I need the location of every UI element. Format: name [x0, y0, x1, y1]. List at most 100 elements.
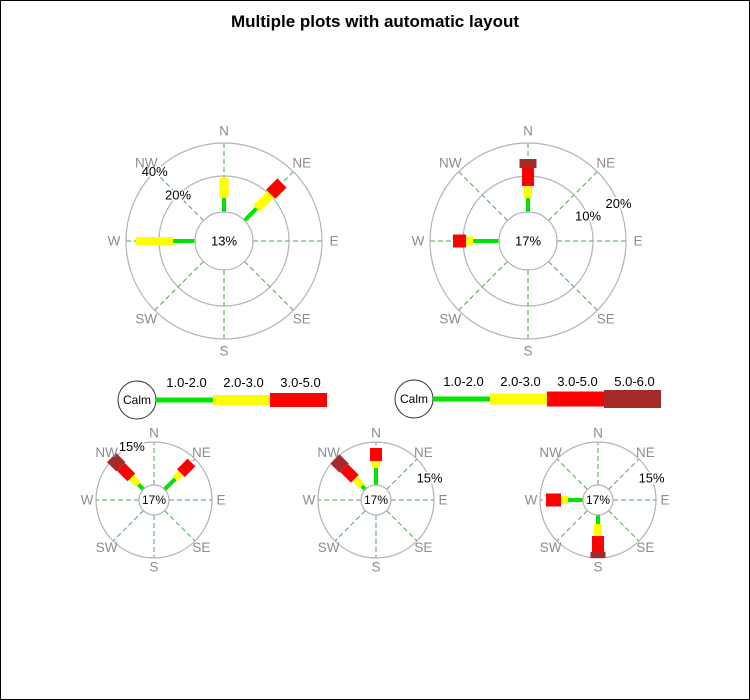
- direction-label-SW: SW: [96, 540, 118, 555]
- calm-legend-label: Calm: [400, 392, 428, 406]
- direction-label-W: W: [525, 493, 538, 508]
- spoke-dashed-line-NE: [608, 458, 640, 490]
- direction-label-E: E: [660, 493, 669, 508]
- percent-ring: [95, 441, 213, 559]
- calm-circle: [138, 484, 170, 516]
- legend-left: Calm 1.0-2.0 2.0-3.0 3.0-5.0: [117, 375, 327, 420]
- spoke-bar-W-yellow: [561, 496, 568, 504]
- calm-circle: [194, 211, 254, 271]
- calm-circle: [360, 484, 392, 516]
- spoke-bar-NE-red: [266, 178, 287, 199]
- legend-bin-label: 1.0-2.0: [443, 374, 483, 389]
- direction-label-NW: NW: [439, 156, 462, 171]
- legend-bin-label: 2.0-3.0: [223, 375, 263, 390]
- spoke-dashed-line-NW: [458, 171, 508, 221]
- direction-label-NW: NW: [135, 156, 158, 171]
- spoke-bar-NW-red: [116, 462, 136, 482]
- legend-bar-yellow: [213, 395, 270, 405]
- direction-label-S: S: [523, 344, 532, 359]
- direction-label-NE: NE: [292, 156, 311, 171]
- calm-percent-label: 17%: [515, 234, 541, 249]
- spoke-bar-S-brown: [590, 552, 606, 558]
- figure-title: Multiple plots with automatic layout: [230, 12, 520, 31]
- direction-label-SE: SE: [597, 311, 615, 326]
- spoke-bar-NW-red: [340, 464, 359, 483]
- spoke-dashed-line-NW: [556, 458, 588, 490]
- spoke-bar-NE-green: [163, 477, 177, 491]
- direction-label-SW: SW: [439, 311, 461, 326]
- spoke-bar-N-yellow: [524, 186, 532, 198]
- spoke-bar-W-red: [453, 234, 466, 248]
- spoke-bar-W-yellow: [466, 236, 473, 246]
- direction-label-NE: NE: [636, 445, 655, 460]
- wind-rose-top-left: 13% 20% 40% N NE E SE S SW W NW: [108, 124, 339, 359]
- calm-legend-label: Calm: [123, 393, 151, 407]
- percent-ring: [429, 142, 627, 340]
- direction-label-SW: SW: [540, 540, 562, 555]
- direction-label-SE: SE: [192, 540, 210, 555]
- spoke-bar-S-yellow: [594, 524, 602, 536]
- direction-label-W: W: [303, 493, 316, 508]
- direction-label-NE: NE: [192, 445, 211, 460]
- legend-bin-label: 2.0-3.0: [500, 374, 540, 389]
- spoke-bar-NE-yellow: [172, 470, 184, 482]
- legend-bin-label: 3.0-5.0: [280, 375, 320, 390]
- spoke-bar-W-green: [473, 239, 499, 243]
- direction-label-S: S: [149, 560, 158, 575]
- legend-right: Calm 1.0-2.0 2.0-3.0 3.0-5.0 5.0-6.0: [394, 374, 661, 419]
- ring-percent-label: 10%: [575, 209, 601, 224]
- direction-label-W: W: [81, 493, 94, 508]
- spoke-dashed-line-NE: [548, 171, 598, 221]
- spoke-dashed-line-NE: [386, 458, 418, 490]
- ring-percent-label: 20%: [606, 196, 632, 211]
- spoke-dashed-line-SW: [154, 261, 204, 311]
- spoke-bar-N-green: [526, 198, 530, 212]
- calm-percent-label: 17%: [142, 493, 166, 507]
- spoke-bar-S-red: [592, 536, 604, 552]
- spoke-bar-S-green: [596, 515, 600, 524]
- direction-label-E: E: [438, 493, 447, 508]
- calm-percent-label: 13%: [211, 234, 237, 249]
- percent-ring: [317, 441, 435, 559]
- direction-label-N: N: [149, 426, 159, 441]
- spoke-bar-N-yellow: [372, 461, 380, 468]
- wind-rose-bottom-left: 17% 15% N NE E SE S SW W NW: [81, 426, 226, 575]
- direction-label-SE: SE: [293, 311, 311, 326]
- spoke-bar-N-red: [522, 168, 534, 186]
- direction-label-W: W: [412, 234, 425, 249]
- direction-label-S: S: [593, 560, 602, 575]
- direction-label-NW: NW: [95, 445, 118, 460]
- ring-percent-label: 40%: [142, 164, 168, 179]
- spoke-bar-N-brown: [519, 159, 537, 168]
- direction-label-NW: NW: [539, 445, 562, 460]
- calm-circle: [498, 211, 558, 271]
- direction-label-N: N: [593, 426, 603, 441]
- direction-label-E: E: [633, 234, 642, 249]
- direction-label-NW: NW: [317, 445, 340, 460]
- direction-label-S: S: [371, 560, 380, 575]
- direction-label-SE: SE: [414, 540, 432, 555]
- legend-bar-brown: [604, 390, 661, 408]
- direction-label-NE: NE: [596, 156, 615, 171]
- direction-label-SW: SW: [318, 540, 340, 555]
- wind-rose-top-right: 17% 10% 20% N NE E SE S SW W NW: [412, 124, 643, 359]
- spoke-bar-N-yellow: [219, 178, 229, 198]
- spoke-dashed-line-SE: [608, 510, 640, 542]
- spoke-dashed-line-SE: [548, 261, 598, 311]
- legend-bar-green: [156, 397, 213, 403]
- ring-percent-label: 15%: [417, 470, 443, 485]
- spoke-bar-W-green: [173, 239, 195, 243]
- spoke-dashed-line-SE: [164, 510, 196, 542]
- direction-label-SE: SE: [636, 540, 654, 555]
- legend-bar-red: [270, 393, 327, 407]
- direction-label-S: S: [219, 344, 228, 359]
- legend-bar-yellow: [490, 393, 547, 405]
- spoke-bar-N-green: [374, 468, 378, 485]
- calm-percent-label: 17%: [586, 493, 610, 507]
- spoke-dashed-line-NW: [154, 171, 204, 221]
- spoke-dashed-line-SE: [244, 261, 294, 311]
- wind-rose-bottom-middle: 17% 15% N NE E SE S SW W NW: [303, 426, 448, 575]
- direction-label-E: E: [216, 493, 225, 508]
- legend-bar-red: [547, 391, 604, 407]
